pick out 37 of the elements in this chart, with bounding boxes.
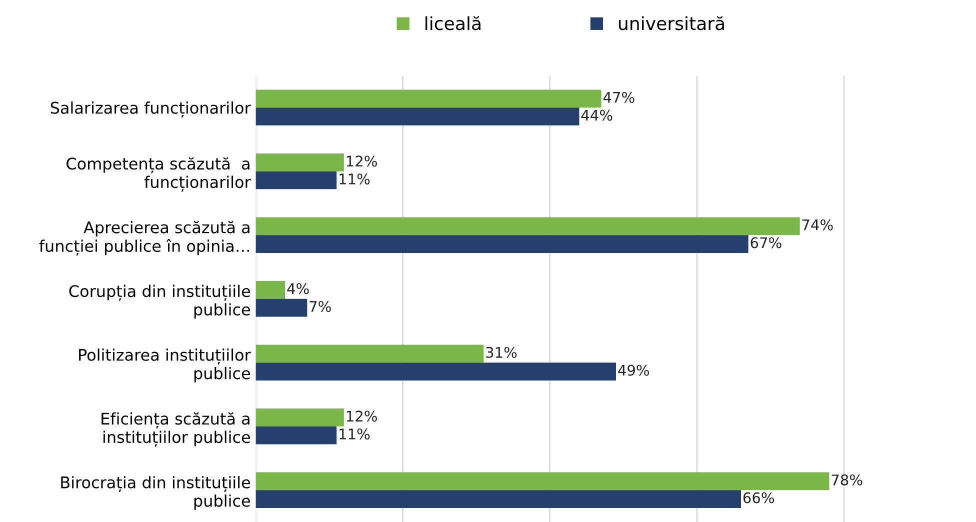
bar <box>256 298 308 317</box>
legend-label: universitară <box>619 16 724 30</box>
data-label: 11% <box>340 428 370 440</box>
bar <box>256 108 580 126</box>
data-label: 12% <box>346 410 377 422</box>
bar <box>256 235 748 253</box>
y-tick-label: Salarizarea funcționarilor <box>50 102 251 118</box>
y-tick-label: Competența scăzută a funcționarilor <box>66 157 251 192</box>
y-tick-label: Aprecierea scăzută a funcției publice în opinia… <box>39 220 250 256</box>
bar <box>256 362 616 380</box>
data-label: 67% <box>750 237 782 248</box>
bar <box>256 490 741 508</box>
data-label: 66% <box>743 492 774 504</box>
bar <box>256 153 344 172</box>
bar <box>256 171 337 190</box>
bar <box>256 344 484 363</box>
legend-label: liceală <box>426 16 480 30</box>
data-label: 4% <box>287 283 309 294</box>
bar <box>256 426 337 444</box>
bar <box>256 90 602 108</box>
bar <box>256 472 830 490</box>
y-tick-label: Birocrația din instituțiile publice <box>61 476 250 510</box>
data-label: 74% <box>802 219 833 230</box>
bar <box>256 280 286 299</box>
data-label: 7% <box>310 300 331 312</box>
data-label: 78% <box>832 474 862 486</box>
data-label: 12% <box>346 156 377 167</box>
data-label: 11% <box>340 173 370 184</box>
data-label: 47% <box>603 92 634 103</box>
y-tick-label: Corupția din instituțiile publice <box>69 284 250 319</box>
data-label: 49% <box>618 364 649 376</box>
data-label: 44% <box>581 110 612 121</box>
y-tick-label: Eficiența scăzută a instituțiilor publice <box>102 412 250 447</box>
data-label: 31% <box>486 346 517 358</box>
bar <box>256 408 344 426</box>
y-tick-label: Politizarea instituțiilor publice <box>79 348 251 382</box>
bar <box>256 217 800 236</box>
